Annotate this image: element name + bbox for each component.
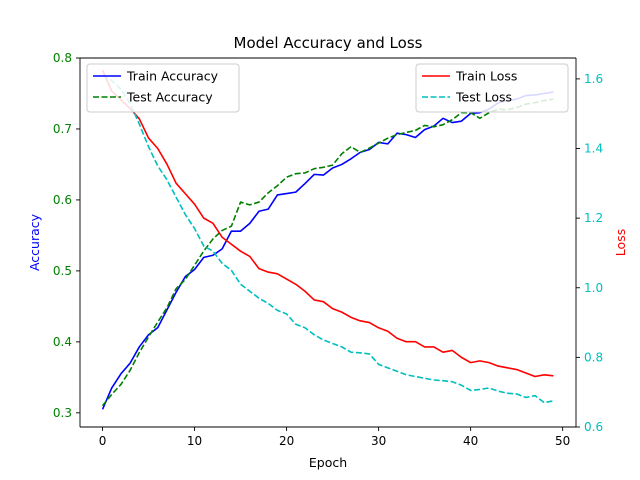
x-tick-label: 50 — [555, 434, 570, 448]
legend-right: Train Loss Test Loss — [415, 63, 569, 113]
y-left-tick-label: 0.7 — [53, 122, 72, 136]
ticks-layer: 0 10 20 30 40 50 0.3 0.4 0.5 0.6 0.7 0.8 0.6 0.8 1.0 1.… — [53, 51, 603, 448]
series-line-train-loss — [101, 69, 554, 378]
series-line-test-accuracy — [101, 98, 554, 407]
series-line-test-loss — [102, 74, 554, 404]
axes-layer — [79, 57, 577, 428]
legend-label-test-loss: Test Loss — [455, 90, 512, 105]
series-layer — [101, 69, 554, 410]
chart-title: Model Accuracy and Loss — [234, 34, 423, 52]
x-tick-label: 20 — [279, 434, 294, 448]
legend-frame — [415, 63, 569, 113]
legend-frame — [86, 63, 240, 113]
legend-label-train-accuracy: Train Accuracy — [126, 69, 219, 84]
x-tick-label: 30 — [371, 434, 386, 448]
y-left-tick-label: 0.5 — [53, 264, 72, 278]
legend-label-test-accuracy: Test Accuracy — [126, 90, 213, 105]
x-tick-label: 0 — [99, 434, 107, 448]
y-left-tick-label: 0.3 — [53, 406, 72, 420]
x-tick-label: 10 — [187, 434, 202, 448]
y-right-tick-label: 1.4 — [584, 142, 603, 156]
y-axis-label-left: Accuracy — [27, 213, 42, 271]
x-axis-label: Epoch — [309, 455, 347, 470]
x-tick-label: 40 — [463, 434, 478, 448]
y-right-tick-label: 0.8 — [584, 350, 603, 364]
series-line-train-accuracy — [101, 91, 554, 410]
y-left-tick-label: 0.8 — [53, 51, 72, 65]
legend-label-train-loss: Train Loss — [455, 69, 517, 84]
y-right-tick-label: 0.6 — [584, 420, 603, 434]
legend-left: Train Accuracy Test Accuracy — [86, 63, 240, 113]
y-left-tick-label: 0.6 — [53, 193, 72, 207]
y-right-tick-label: 1.2 — [584, 211, 603, 225]
y-axis-label-right: Loss — [613, 229, 628, 256]
y-left-tick-label: 0.4 — [53, 335, 72, 349]
y-right-tick-label: 1.6 — [584, 72, 603, 86]
y-right-tick-label: 1.0 — [584, 281, 603, 295]
